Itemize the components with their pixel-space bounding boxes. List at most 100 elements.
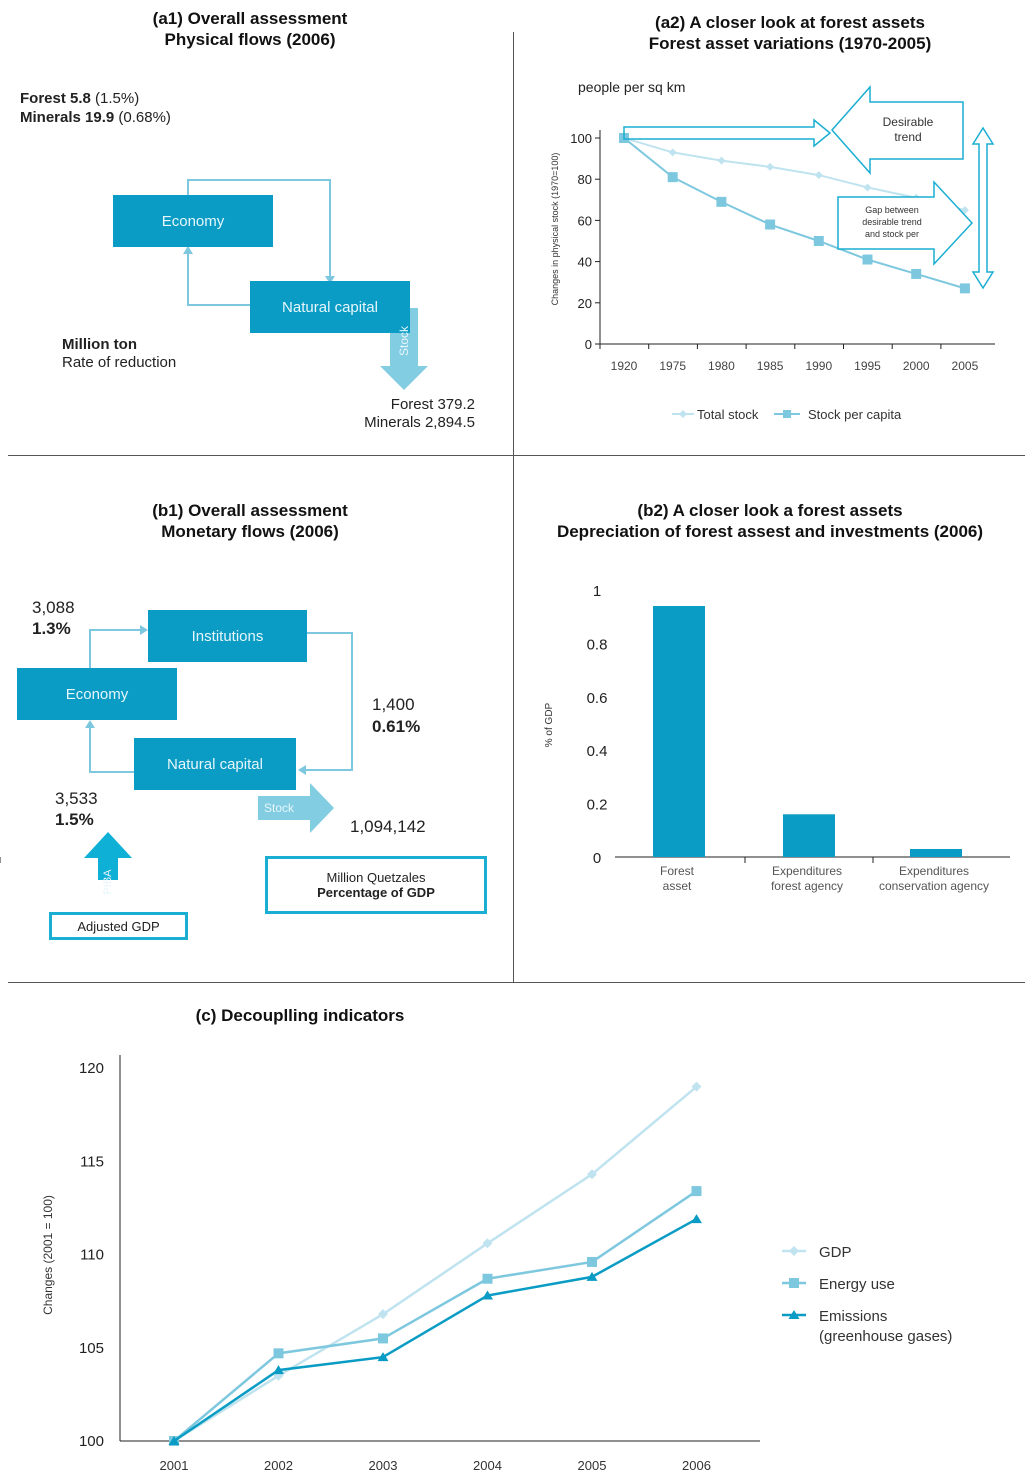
- a2-desirable-trend-arrow: [830, 85, 964, 175]
- b2-bar-1: [783, 814, 835, 857]
- b1-adjusted-gdp-label: Adjusted GDP: [77, 918, 160, 934]
- b2-y-axis-label: % of GDP: [544, 702, 555, 747]
- b2-y-tick-label: 1: [593, 583, 601, 600]
- c-legend-label-0: GDP: [819, 1244, 852, 1261]
- b2-x-tick-label-1: forest agency: [771, 879, 843, 893]
- a2-gap-line1: Gap between: [865, 205, 919, 215]
- a2-y-tick-label: 80: [578, 172, 592, 187]
- c-series-1-point: [378, 1333, 388, 1344]
- b1-stock-label: Stock: [264, 801, 295, 815]
- a2-series-0-point: [717, 156, 726, 165]
- c-series-2-point: [273, 1365, 284, 1375]
- b1-value-top: 3,088: [32, 598, 75, 617]
- divider-horizontal-2: [8, 982, 1025, 983]
- b2-y-tick-label: 0: [593, 850, 601, 867]
- a2-gap-double-arrow: [971, 126, 995, 290]
- b1-legend-box: Million Quetzales Percentage of GDP: [265, 856, 487, 914]
- c-y-tick-label: 120: [79, 1060, 104, 1077]
- b2-x-tick-label-0: asset: [663, 879, 692, 893]
- c-y-tick-label: 105: [79, 1340, 104, 1357]
- b2-title-line1: (b2) A closer look a forest assets: [637, 501, 903, 520]
- a1-unit-line1: Million ton: [62, 336, 137, 353]
- a1-minerals-label: Minerals 19.9: [20, 109, 115, 126]
- c-series-0-point: [691, 1081, 702, 1092]
- a2-series-1-point: [959, 283, 970, 294]
- c-legend-label-2: Emissions: [819, 1308, 887, 1325]
- b1-pct-bottom: 1.5%: [55, 810, 94, 829]
- c-series-line-0: [173, 1085, 698, 1443]
- a2-gap-arrow: [837, 180, 974, 266]
- divider-horizontal-1: [8, 455, 1025, 456]
- b2-y-tick-label: 0.2: [587, 797, 608, 814]
- divider-vertical-top: [513, 32, 514, 455]
- a2-gap-line2: desirable trend: [862, 217, 922, 227]
- a2-legend-marker-0: [679, 410, 687, 418]
- b1-piba-arrow: [84, 832, 132, 880]
- a1-natural-capital-box: Natural capital: [250, 281, 410, 333]
- a1-forest-rate: Forest 5.8 (1.5%): [20, 90, 139, 107]
- divider-vertical-middle: [513, 455, 514, 983]
- c-x-tick-label: 2003: [369, 1458, 398, 1472]
- a1-minerals-pct: (0.68%): [118, 109, 171, 126]
- b2-title-line2: Depreciation of forest assest and invest…: [556, 522, 984, 541]
- a2-y-tick-label: 0: [585, 337, 592, 352]
- a2-title-line2: Forest asset variations (1970-2005): [648, 34, 932, 53]
- c-series-2-point: [168, 1436, 180, 1445]
- b2-y-tick-label: 0.4: [587, 743, 608, 760]
- b1-value-right: 1,400: [372, 695, 415, 714]
- b1-title: (b1) Overall assessment Monetary flows (…: [60, 500, 440, 542]
- a2-y-axis-label: Changes in physical stock (1970=100): [550, 153, 560, 306]
- a2-series-0-point: [814, 171, 823, 180]
- b1-institutions-box: Institutions: [148, 610, 307, 662]
- c-legend-marker-1: [789, 1278, 799, 1288]
- a2-x-tick-label: 2005: [952, 359, 979, 373]
- c-series-1-point: [691, 1186, 702, 1197]
- a2-legend-marker-1: [783, 410, 791, 418]
- c-y-axis-label: Changes (2001 = 100): [41, 1195, 55, 1315]
- c-legend-marker-0: [789, 1246, 799, 1256]
- b1-title-line1: (b1) Overall assessment: [152, 501, 348, 520]
- c-legend-label-2-line2: (greenhouse gases): [819, 1328, 952, 1345]
- a2-y-tick-label: 100: [570, 131, 592, 146]
- c-series-0-point: [587, 1169, 597, 1180]
- b2-x-tick-label-2: Expenditures: [899, 864, 969, 878]
- b2-title: (b2) A closer look a forest assets Depre…: [515, 500, 1025, 542]
- b2-bar-0: [653, 606, 705, 857]
- b1-title-line2: Monetary flows (2006): [161, 522, 339, 541]
- b1-pct-top: 1.3%: [32, 619, 71, 638]
- c-series-line-2: [173, 1217, 698, 1443]
- a1-title: (a1) Overall assessment Physical flows (…: [60, 8, 440, 50]
- a2-series-1-point: [862, 254, 873, 265]
- a2-series-1-point: [765, 219, 776, 230]
- c-y-tick-label: 110: [80, 1247, 104, 1264]
- c-series-2-point: [377, 1352, 389, 1362]
- c-x-tick-label: 2005: [578, 1458, 607, 1472]
- b1-stock-value: 1,094,142: [350, 817, 426, 836]
- a2-x-tick-label: 1980: [708, 359, 735, 373]
- a2-arrow-right: [623, 118, 832, 148]
- a2-x-tick-label: 1920: [611, 359, 638, 373]
- a1-title-line1: (a1) Overall assessment: [152, 9, 348, 28]
- c-x-tick-label: 2001: [160, 1458, 189, 1472]
- a1-minerals-rate: Minerals 19.9 (0.68%): [20, 109, 171, 126]
- a1-forest-label: Forest 5.8: [20, 90, 91, 107]
- a1-stock-forest: Forest 379.2: [390, 396, 475, 413]
- c-series-0-point: [378, 1309, 388, 1320]
- b2-x-tick-label-2: conservation agency: [879, 879, 989, 893]
- a2-series-0-point: [668, 148, 677, 157]
- a2-series-line-1: [623, 137, 966, 290]
- b1-economy-box: Economy: [17, 668, 177, 720]
- a1-economy-box: Economy: [113, 195, 273, 247]
- a2-title: (a2) A closer look at forest assets Fore…: [560, 12, 1020, 54]
- a2-gap-line3: and stock per: [865, 229, 919, 239]
- a1-unit-line2: Rate of reduction: [62, 354, 177, 371]
- c-y-tick-label: 100: [79, 1433, 104, 1450]
- c-x-tick-label: 2002: [264, 1458, 293, 1472]
- a2-y-tick-label: 40: [578, 255, 592, 270]
- a2-legend-label-1: Stock per capita: [808, 407, 902, 422]
- a2-legend-label-0: Total stock: [697, 407, 759, 422]
- c-series-2-point: [586, 1271, 598, 1281]
- c-series-line-1: [173, 1190, 698, 1442]
- c-y-tick-label: 115: [80, 1153, 104, 1170]
